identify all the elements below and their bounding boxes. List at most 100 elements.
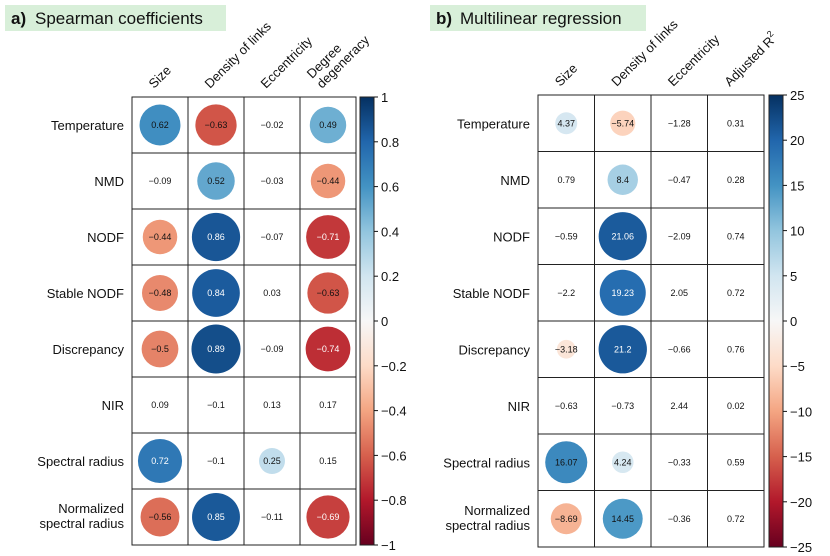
- colorbar: 1 0.8 0.6 0.4 0.2 0 −0.2 −0.4 −0.6 −0.8 −1: [359, 90, 407, 553]
- data-circle: [550, 503, 582, 535]
- title-background: [430, 5, 646, 31]
- value-label: −2.09: [668, 231, 691, 241]
- row-label: NMD: [500, 173, 530, 188]
- colorbar-tick-label: 0: [790, 314, 797, 329]
- panel-a-spearman: a) Spearman coefficients 0.62 −0.63 −0.02 0.4…: [5, 5, 407, 553]
- value-label: 2.44: [670, 401, 688, 411]
- value-label: −0.56: [149, 512, 172, 522]
- colorbar-tick-label: 25: [790, 88, 804, 103]
- data-circle: [610, 110, 636, 136]
- column-label: Adjusted R2: [720, 29, 781, 90]
- value-label: −0.5: [151, 344, 169, 354]
- data-circle: [545, 441, 588, 484]
- data-circle: [142, 219, 178, 255]
- value-label: −8.69: [555, 514, 578, 524]
- data-circle: [195, 104, 237, 146]
- data-circle: [599, 269, 646, 316]
- data-circle: [191, 212, 241, 262]
- data-circle: [602, 498, 643, 539]
- chart-title: Multilinear regression: [460, 9, 622, 28]
- row-label: Normalized spectral radius: [39, 501, 124, 531]
- value-label: −0.47: [668, 175, 691, 185]
- colorbar-tick-label: −20: [790, 495, 812, 510]
- value-label: −0.07: [261, 232, 284, 242]
- value-label: 0.84: [207, 288, 225, 298]
- value-label: −0.63: [205, 120, 228, 130]
- colorbar-tick-label: −0.4: [381, 404, 407, 419]
- column-label-base: Adjusted R: [721, 34, 777, 90]
- value-label: −0.71: [317, 232, 340, 242]
- row-labels: Temperature NMD NODF Stable NODF Discrepancy…: [37, 118, 124, 531]
- colorbar-gradient: [768, 94, 784, 548]
- data-circle: [140, 497, 180, 537]
- panel-title: a) Spearman coefficients: [5, 5, 226, 31]
- value-label: −1.28: [668, 118, 691, 128]
- value-label: −0.11: [261, 512, 283, 522]
- colorbar-tick-label: 20: [790, 133, 804, 148]
- colorbar-tick-label: 0.4: [381, 224, 399, 239]
- value-label: 0.49: [319, 120, 337, 130]
- value-label: 0.79: [557, 175, 575, 185]
- data-circle: [305, 326, 351, 372]
- data-circle: [191, 324, 241, 374]
- colorbar-tick-label: −1: [381, 538, 396, 553]
- heatmap-grid: 0.62 −0.63 −0.02 0.49 −0.09 0.52 −0.03 −0.44 −0.…: [131, 96, 357, 546]
- row-label: NMD: [94, 174, 124, 189]
- row-label: Temperature: [457, 116, 530, 131]
- data-circle: [598, 325, 647, 374]
- panel-label: a): [11, 9, 26, 28]
- row-label: Stable NODF: [453, 286, 530, 301]
- value-label: 21.06: [611, 231, 634, 241]
- colorbar-tick-label: −25: [790, 540, 812, 555]
- value-label: −0.44: [149, 232, 172, 242]
- row-label-line: spectral radius: [39, 516, 124, 531]
- row-label: Spectral radius: [37, 454, 124, 469]
- value-label: 0.89: [207, 344, 225, 354]
- colorbar-gradient: [359, 96, 375, 546]
- data-circle: [607, 164, 638, 195]
- data-circle: [141, 330, 179, 368]
- value-label: 4.24: [614, 457, 632, 467]
- value-label: −0.09: [149, 176, 172, 186]
- column-label: Degreedegeneracy: [304, 22, 373, 91]
- data-circle: [197, 162, 235, 200]
- row-labels: Temperature NMD NODF Stable NODF Discrepancy…: [443, 116, 530, 533]
- row-label: NIR: [102, 398, 124, 413]
- colorbar: 25 20 15 10 5 0 −5 −10 −15 −20 −25: [768, 88, 812, 555]
- row-label: Discrepancy: [458, 342, 530, 357]
- chart-title: Spearman coefficients: [35, 9, 203, 28]
- column-label: Size: [552, 61, 580, 89]
- value-label: −5.74: [611, 118, 634, 128]
- value-label: 16.07: [555, 457, 578, 467]
- value-label: −0.02: [261, 120, 284, 130]
- value-label: −0.03: [261, 176, 284, 186]
- row-label: NODF: [87, 230, 124, 245]
- row-label: Stable NODF: [47, 286, 124, 301]
- value-label: 0.28: [727, 175, 745, 185]
- data-circle: [259, 448, 285, 474]
- value-label: 0.59: [727, 457, 745, 467]
- value-label: −0.74: [317, 344, 340, 354]
- value-label: −3.18: [555, 344, 578, 354]
- data-circle: [306, 215, 350, 259]
- value-label: 0.72: [727, 514, 745, 524]
- colorbar-tick-label: −0.2: [381, 359, 407, 374]
- value-label: 0.72: [727, 288, 745, 298]
- column-label-superscript: 2: [765, 29, 776, 40]
- value-label: −0.63: [555, 401, 578, 411]
- value-label: 0.15: [319, 456, 337, 466]
- value-label: 21.2: [614, 344, 632, 354]
- value-label: −0.48: [149, 288, 172, 298]
- row-label-line: Normalized: [464, 503, 530, 518]
- value-label: 0.85: [207, 512, 225, 522]
- colorbar-tick-label: 5: [790, 269, 797, 284]
- value-label: −0.09: [261, 344, 284, 354]
- value-label: 2.05: [670, 288, 688, 298]
- value-label: −0.63: [317, 288, 340, 298]
- row-label-line: spectral radius: [445, 518, 530, 533]
- value-label: 0.74: [727, 231, 745, 241]
- title-background: [5, 5, 226, 31]
- value-label: 8.4: [616, 175, 629, 185]
- value-label: 0.17: [319, 400, 337, 410]
- data-circle: [141, 274, 179, 312]
